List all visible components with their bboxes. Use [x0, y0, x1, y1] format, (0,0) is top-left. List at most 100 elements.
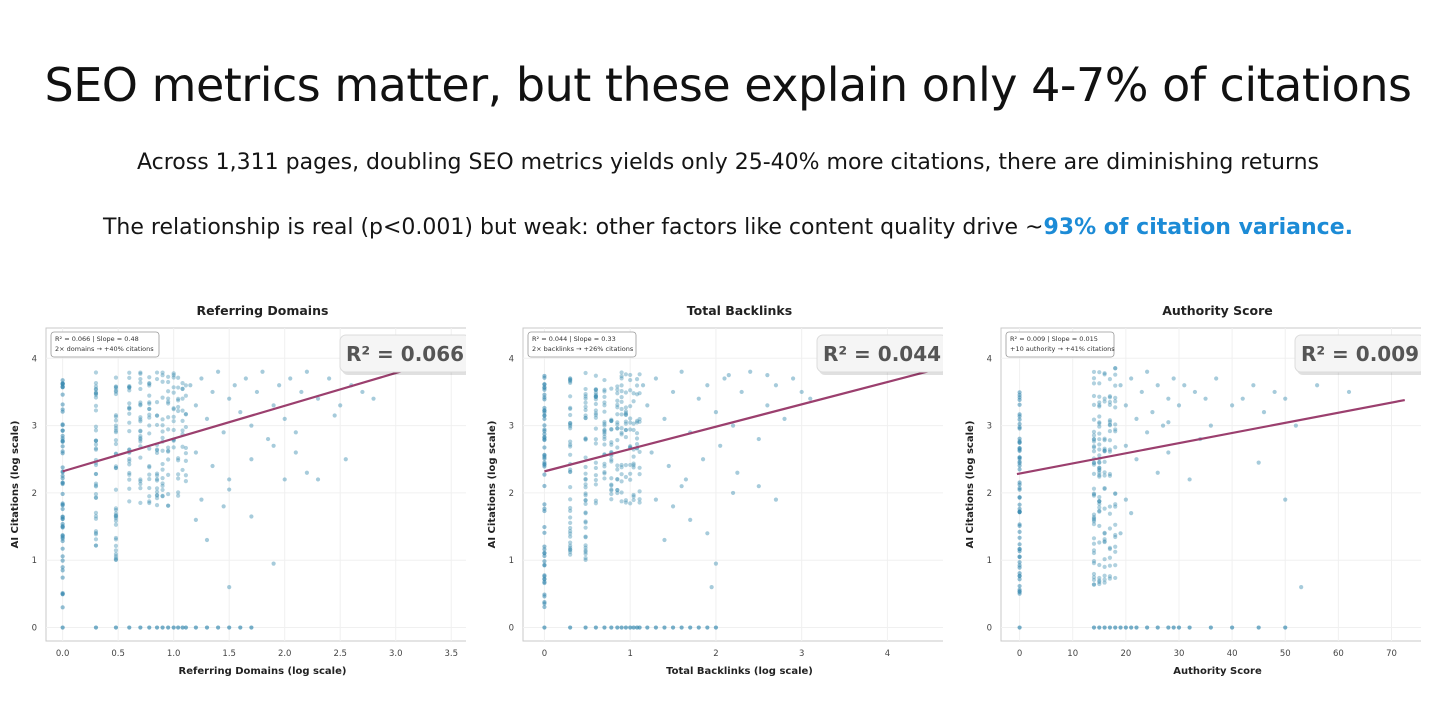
scatter-point — [1091, 369, 1097, 375]
y-tick-label: 1 — [509, 556, 514, 566]
scatter-point — [631, 465, 636, 470]
scatter-point — [154, 422, 160, 428]
scatter-point — [799, 389, 804, 395]
scatter-point — [193, 517, 198, 522]
scatter-point — [113, 513, 119, 518]
scatter-point — [171, 375, 176, 380]
scatter-point — [542, 445, 547, 450]
scatter-point — [1017, 414, 1022, 419]
scatter-point — [1113, 383, 1118, 388]
scatter-point — [304, 369, 310, 374]
scatter-point — [1107, 447, 1113, 452]
scatter-point — [154, 478, 160, 483]
x-tick-label: 10 — [1067, 649, 1078, 659]
scatter-point — [60, 449, 65, 454]
scatter-point — [138, 386, 143, 392]
stats-line-2: 2× backlinks → +26% citations — [532, 345, 634, 353]
scatter-point — [147, 415, 152, 420]
scatter-point — [542, 452, 547, 457]
scatter-point — [1091, 512, 1097, 517]
scatter-point — [138, 417, 143, 422]
y-tick-label: 2 — [32, 489, 37, 499]
scatter-point — [593, 415, 598, 420]
scatter-point — [60, 554, 65, 559]
scatter-point-zero — [662, 625, 667, 630]
scatter-point — [602, 421, 607, 426]
scatter-point — [634, 431, 640, 436]
scatter-point — [315, 396, 321, 401]
scatter-point — [615, 487, 620, 493]
scatter-point — [623, 474, 628, 480]
scatter-point — [1017, 455, 1022, 460]
scatter-point — [593, 394, 598, 400]
scatter-point — [113, 375, 119, 380]
scatter-point — [127, 411, 132, 416]
scatter-point — [243, 376, 248, 381]
scatter-point — [60, 546, 65, 551]
scatter-point — [166, 457, 171, 462]
scatter-point — [542, 416, 547, 422]
scatter-point — [583, 555, 588, 561]
scatter-point — [193, 450, 198, 455]
r2-badge — [1294, 334, 1421, 373]
scatter-point — [1113, 532, 1118, 538]
scatter-point — [1166, 420, 1171, 425]
scatter-point — [1017, 487, 1022, 492]
scatter-point — [1091, 575, 1097, 580]
scatter-point — [93, 543, 99, 548]
scatter-point — [623, 409, 628, 414]
scatter-point — [127, 406, 132, 411]
scatter-point — [1091, 522, 1097, 527]
scatter-point — [1107, 555, 1113, 560]
scatter-point-zero — [615, 625, 620, 630]
scatter-point — [147, 472, 152, 477]
scatter-point — [93, 483, 99, 488]
scatter-point — [147, 401, 152, 406]
scatter-point — [138, 455, 143, 460]
scatter-point — [568, 376, 573, 382]
scatter-point — [138, 439, 143, 444]
scatter-point — [568, 444, 573, 449]
scatter-point — [249, 423, 254, 428]
scatter-point — [1107, 418, 1113, 423]
scatter-point — [1102, 436, 1107, 441]
scatter-point — [1097, 465, 1102, 471]
scatter-point — [1102, 530, 1107, 535]
scatter-point — [593, 498, 598, 503]
x-tick-label: 70 — [1386, 649, 1397, 659]
scatter-point — [568, 426, 573, 431]
scatter-point — [147, 485, 152, 491]
scatter-point — [1293, 423, 1298, 428]
scatter-point — [166, 472, 171, 477]
scatter-point — [171, 390, 176, 395]
scatter-point — [602, 464, 607, 469]
scatter-point — [1091, 402, 1097, 408]
x-tick-label: 0 — [542, 649, 547, 659]
scatter-point — [1145, 430, 1150, 435]
scatter-point — [1113, 504, 1118, 509]
scatter-point — [583, 498, 588, 503]
scatter-point — [609, 417, 614, 422]
scatter-point — [93, 495, 99, 501]
scatter-point — [1107, 402, 1113, 407]
scatter-point — [593, 473, 598, 478]
scatter-point — [271, 561, 276, 566]
scatter-point — [60, 438, 65, 443]
scatter-point-zero — [1113, 625, 1118, 630]
scatter-point — [568, 508, 573, 513]
scatter-point — [593, 408, 598, 413]
scatter-point — [327, 376, 332, 381]
scatter-point — [176, 456, 181, 461]
scatter-point — [628, 501, 633, 506]
scatter-point — [1102, 459, 1107, 464]
scatter-point-zero — [204, 625, 210, 630]
scatter-point — [568, 380, 573, 386]
scatter-point — [628, 372, 633, 378]
scatter-point — [568, 505, 573, 511]
scatter-point — [1107, 422, 1113, 427]
scatter-point — [593, 373, 598, 378]
scatter-point — [1097, 499, 1102, 504]
regression-line — [544, 368, 935, 473]
scatter-point — [1107, 423, 1113, 428]
scatter-point — [593, 387, 598, 393]
